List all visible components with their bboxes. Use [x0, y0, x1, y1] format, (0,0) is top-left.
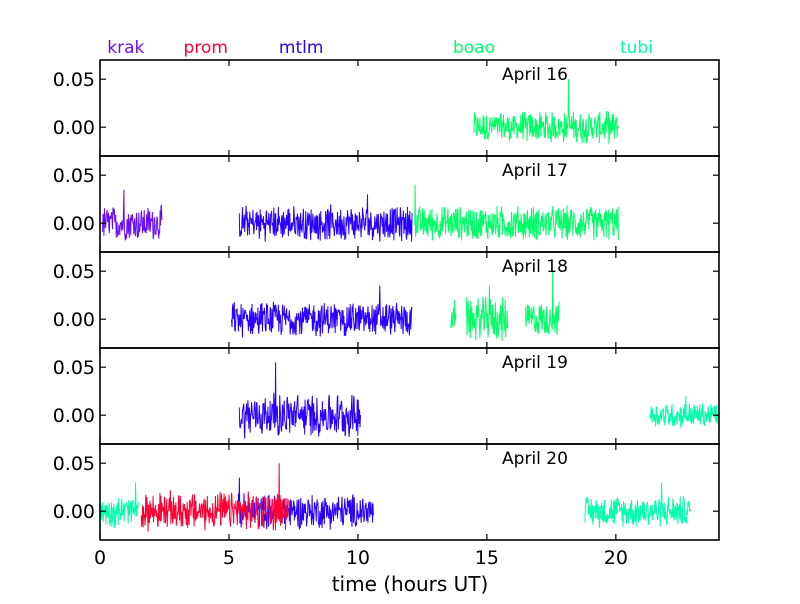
y-tick-label: 0.00: [53, 213, 95, 235]
panel-series: [238, 362, 719, 439]
y-tick-label: 0.05: [53, 453, 95, 475]
y-tick-label: 0.00: [53, 117, 95, 139]
series-boao: [473, 79, 619, 144]
series-boao: [465, 285, 508, 342]
y-tick-label: 0.05: [53, 165, 95, 187]
panel-5: 0.00 0.05 April 20: [53, 443, 720, 541]
panel-title: April 18: [502, 257, 568, 277]
station-label-tubi: tubi: [620, 38, 653, 58]
panel-title: April 16: [502, 65, 568, 85]
panel-title: April 17: [502, 161, 568, 181]
y-tick-label: 0.00: [53, 501, 95, 523]
series-boao: [525, 271, 560, 335]
panel-title: April 19: [502, 353, 568, 373]
x-tick-label: 15: [475, 547, 499, 569]
x-tick-label: 10: [346, 547, 370, 569]
series-mtlm: [238, 194, 413, 242]
panel-title: April 20: [502, 449, 568, 469]
panels: 0.00 0.05 April 16 0.00 0.05 April 17 0.00 0.05…: [53, 59, 720, 541]
series-mtlm: [231, 285, 413, 338]
y-tick-label: 0.00: [53, 405, 95, 427]
y-tick-label: 0.00: [53, 309, 95, 331]
series-mtlm: [236, 477, 374, 530]
panel-4: 0.00 0.05 April 19: [53, 347, 720, 445]
station-label-prom: prom: [184, 38, 228, 58]
x-axis-label: time (hours UT): [332, 572, 489, 596]
y-tick-label: 0.05: [53, 357, 95, 379]
series-mtlm: [238, 362, 361, 439]
panel-frame: [99, 59, 720, 157]
x-tick-label: 20: [604, 547, 628, 569]
panel-series: [473, 79, 619, 144]
series-boao: [414, 184, 619, 241]
panel-1: 0.00 0.05 April 16: [53, 59, 720, 157]
panel-frame: [99, 155, 720, 253]
series-krak: [102, 189, 163, 241]
y-tick-label: 0.05: [53, 261, 95, 283]
panel-frame: [99, 443, 720, 541]
panel-series: [100, 463, 692, 532]
station-label-boao: boao: [453, 38, 495, 58]
x-tick-label: 0: [94, 547, 106, 569]
panel-2: 0.00 0.05 April 17: [53, 155, 720, 253]
station-label-krak: krak: [107, 38, 144, 58]
station-label-mtlm: mtlm: [279, 38, 324, 58]
x-axis: 0 5 10 15 20: [94, 547, 628, 569]
station-legend: krak prom mtlm boao tubi: [107, 38, 653, 58]
panel-series: [231, 271, 560, 342]
x-tick-label: 5: [223, 547, 235, 569]
series-tubi: [649, 395, 719, 429]
panel-3: 0.00 0.05 April 18: [53, 251, 720, 349]
series-prom: [140, 463, 289, 532]
series-tubi: [100, 482, 140, 529]
panel-series: [102, 184, 619, 242]
series-tubi: [584, 482, 692, 528]
y-tick-label: 0.05: [53, 69, 95, 91]
panel-frame: [99, 347, 720, 445]
series-boao: [450, 299, 457, 329]
